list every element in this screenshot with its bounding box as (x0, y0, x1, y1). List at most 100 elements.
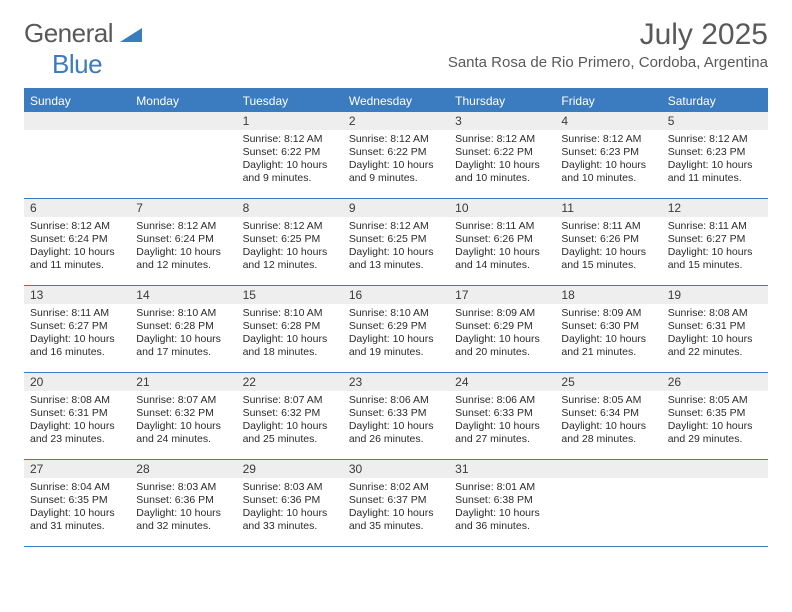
day-cell (662, 460, 768, 546)
day-cell: 1Sunrise: 8:12 AMSunset: 6:22 PMDaylight… (237, 112, 343, 198)
day-cell: 7Sunrise: 8:12 AMSunset: 6:24 PMDaylight… (130, 199, 236, 285)
day-header-cell: Friday (555, 90, 661, 112)
day-number: 26 (662, 373, 768, 391)
day-header-row: SundayMondayTuesdayWednesdayThursdayFrid… (24, 90, 768, 112)
sunset-line: Sunset: 6:22 PM (455, 146, 533, 158)
day-details: Sunrise: 8:03 AMSunset: 6:36 PMDaylight:… (237, 478, 343, 538)
sunrise-line: Sunrise: 8:12 AM (349, 133, 429, 145)
sunrise-line: Sunrise: 8:09 AM (455, 307, 535, 319)
daylight-line: Daylight: 10 hours and 19 minutes. (349, 333, 434, 358)
day-number: 20 (24, 373, 130, 391)
header: General Blue July 2025 Santa Rosa de Rio… (24, 18, 768, 80)
daylight-line: Daylight: 10 hours and 14 minutes. (455, 246, 540, 271)
day-cell: 8Sunrise: 8:12 AMSunset: 6:25 PMDaylight… (237, 199, 343, 285)
day-number: 31 (449, 460, 555, 478)
day-number: 12 (662, 199, 768, 217)
sunrise-line: Sunrise: 8:12 AM (455, 133, 535, 145)
day-details: Sunrise: 8:09 AMSunset: 6:30 PMDaylight:… (555, 304, 661, 364)
day-number: 29 (237, 460, 343, 478)
day-number: 6 (24, 199, 130, 217)
sunset-line: Sunset: 6:30 PM (561, 320, 639, 332)
sunrise-line: Sunrise: 8:07 AM (243, 394, 323, 406)
sunrise-line: Sunrise: 8:12 AM (349, 220, 429, 232)
sunrise-line: Sunrise: 8:09 AM (561, 307, 641, 319)
week-row: 20Sunrise: 8:08 AMSunset: 6:31 PMDayligh… (24, 373, 768, 460)
logo-part1: General (24, 18, 113, 48)
day-number: 3 (449, 112, 555, 130)
day-number: 11 (555, 199, 661, 217)
day-details: Sunrise: 8:05 AMSunset: 6:34 PMDaylight:… (555, 391, 661, 451)
daylight-line: Daylight: 10 hours and 26 minutes. (349, 420, 434, 445)
day-number: 7 (130, 199, 236, 217)
day-cell: 5Sunrise: 8:12 AMSunset: 6:23 PMDaylight… (662, 112, 768, 198)
daylight-line: Daylight: 10 hours and 22 minutes. (668, 333, 753, 358)
day-number: 13 (24, 286, 130, 304)
day-details: Sunrise: 8:10 AMSunset: 6:29 PMDaylight:… (343, 304, 449, 364)
sunset-line: Sunset: 6:23 PM (668, 146, 746, 158)
sunrise-line: Sunrise: 8:06 AM (349, 394, 429, 406)
sunrise-line: Sunrise: 8:12 AM (136, 220, 216, 232)
daylight-line: Daylight: 10 hours and 13 minutes. (349, 246, 434, 271)
daylight-line: Daylight: 10 hours and 10 minutes. (455, 159, 540, 184)
sunset-line: Sunset: 6:33 PM (349, 407, 427, 419)
day-cell: 17Sunrise: 8:09 AMSunset: 6:29 PMDayligh… (449, 286, 555, 372)
day-number: 8 (237, 199, 343, 217)
daylight-line: Daylight: 10 hours and 15 minutes. (561, 246, 646, 271)
sunrise-line: Sunrise: 8:10 AM (136, 307, 216, 319)
sunset-line: Sunset: 6:34 PM (561, 407, 639, 419)
logo: General Blue (24, 18, 142, 80)
sunrise-line: Sunrise: 8:12 AM (561, 133, 641, 145)
daylight-line: Daylight: 10 hours and 20 minutes. (455, 333, 540, 358)
day-cell (130, 112, 236, 198)
day-number: 24 (449, 373, 555, 391)
day-details: Sunrise: 8:07 AMSunset: 6:32 PMDaylight:… (130, 391, 236, 451)
day-cell: 29Sunrise: 8:03 AMSunset: 6:36 PMDayligh… (237, 460, 343, 546)
daylight-line: Daylight: 10 hours and 29 minutes. (668, 420, 753, 445)
sunrise-line: Sunrise: 8:12 AM (243, 220, 323, 232)
day-number: 16 (343, 286, 449, 304)
daylight-line: Daylight: 10 hours and 24 minutes. (136, 420, 221, 445)
sunset-line: Sunset: 6:27 PM (30, 320, 108, 332)
day-details: Sunrise: 8:11 AMSunset: 6:26 PMDaylight:… (555, 217, 661, 277)
location: Santa Rosa de Rio Primero, Cordoba, Arge… (448, 54, 768, 71)
day-cell: 12Sunrise: 8:11 AMSunset: 6:27 PMDayligh… (662, 199, 768, 285)
day-details: Sunrise: 8:11 AMSunset: 6:27 PMDaylight:… (24, 304, 130, 364)
logo-text: General Blue (24, 18, 142, 80)
daylight-line: Daylight: 10 hours and 11 minutes. (668, 159, 753, 184)
sunset-line: Sunset: 6:37 PM (349, 494, 427, 506)
sunset-line: Sunset: 6:23 PM (561, 146, 639, 158)
sunset-line: Sunset: 6:25 PM (349, 233, 427, 245)
daylight-line: Daylight: 10 hours and 21 minutes. (561, 333, 646, 358)
day-number: 14 (130, 286, 236, 304)
daylight-line: Daylight: 10 hours and 28 minutes. (561, 420, 646, 445)
sunrise-line: Sunrise: 8:12 AM (30, 220, 110, 232)
day-details: Sunrise: 8:12 AMSunset: 6:23 PMDaylight:… (555, 130, 661, 190)
day-number (130, 112, 236, 130)
sunrise-line: Sunrise: 8:11 AM (455, 220, 534, 232)
day-cell: 3 Sunrise: 8:12 AMSunset: 6:22 PMDaylight… (449, 112, 555, 198)
sunset-line: Sunset: 6:26 PM (561, 233, 639, 245)
sunset-line: Sunset: 6:25 PM (243, 233, 321, 245)
daylight-line: Daylight: 10 hours and 12 minutes. (243, 246, 328, 271)
day-details: Sunrise: 8:09 AMSunset: 6:29 PMDaylight:… (449, 304, 555, 364)
daylight-line: Daylight: 10 hours and 9 minutes. (349, 159, 434, 184)
daylight-line: Daylight: 10 hours and 25 minutes. (243, 420, 328, 445)
daylight-line: Daylight: 10 hours and 10 minutes. (561, 159, 646, 184)
day-details: Sunrise: 8:08 AMSunset: 6:31 PMDaylight:… (24, 391, 130, 451)
sunrise-line: Sunrise: 8:10 AM (243, 307, 323, 319)
day-details: Sunrise: 8:02 AMSunset: 6:37 PMDaylight:… (343, 478, 449, 538)
day-details: Sunrise: 8:12 AMSunset: 6:25 PMDaylight:… (237, 217, 343, 277)
sunset-line: Sunset: 6:33 PM (455, 407, 533, 419)
sunset-line: Sunset: 6:36 PM (136, 494, 214, 506)
day-details: Sunrise: 8:12 AMSunset: 6:22 PMDaylight:… (237, 130, 343, 190)
sunrise-line: Sunrise: 8:05 AM (668, 394, 748, 406)
sunset-line: Sunset: 6:28 PM (243, 320, 321, 332)
day-header-cell: Sunday (24, 90, 130, 112)
sunset-line: Sunset: 6:29 PM (349, 320, 427, 332)
logo-triangle-icon (120, 29, 142, 46)
day-number: 21 (130, 373, 236, 391)
day-cell: 9Sunrise: 8:12 AMSunset: 6:25 PMDaylight… (343, 199, 449, 285)
sunset-line: Sunset: 6:28 PM (136, 320, 214, 332)
sunrise-line: Sunrise: 8:03 AM (136, 481, 216, 493)
day-number: 4 (555, 112, 661, 130)
